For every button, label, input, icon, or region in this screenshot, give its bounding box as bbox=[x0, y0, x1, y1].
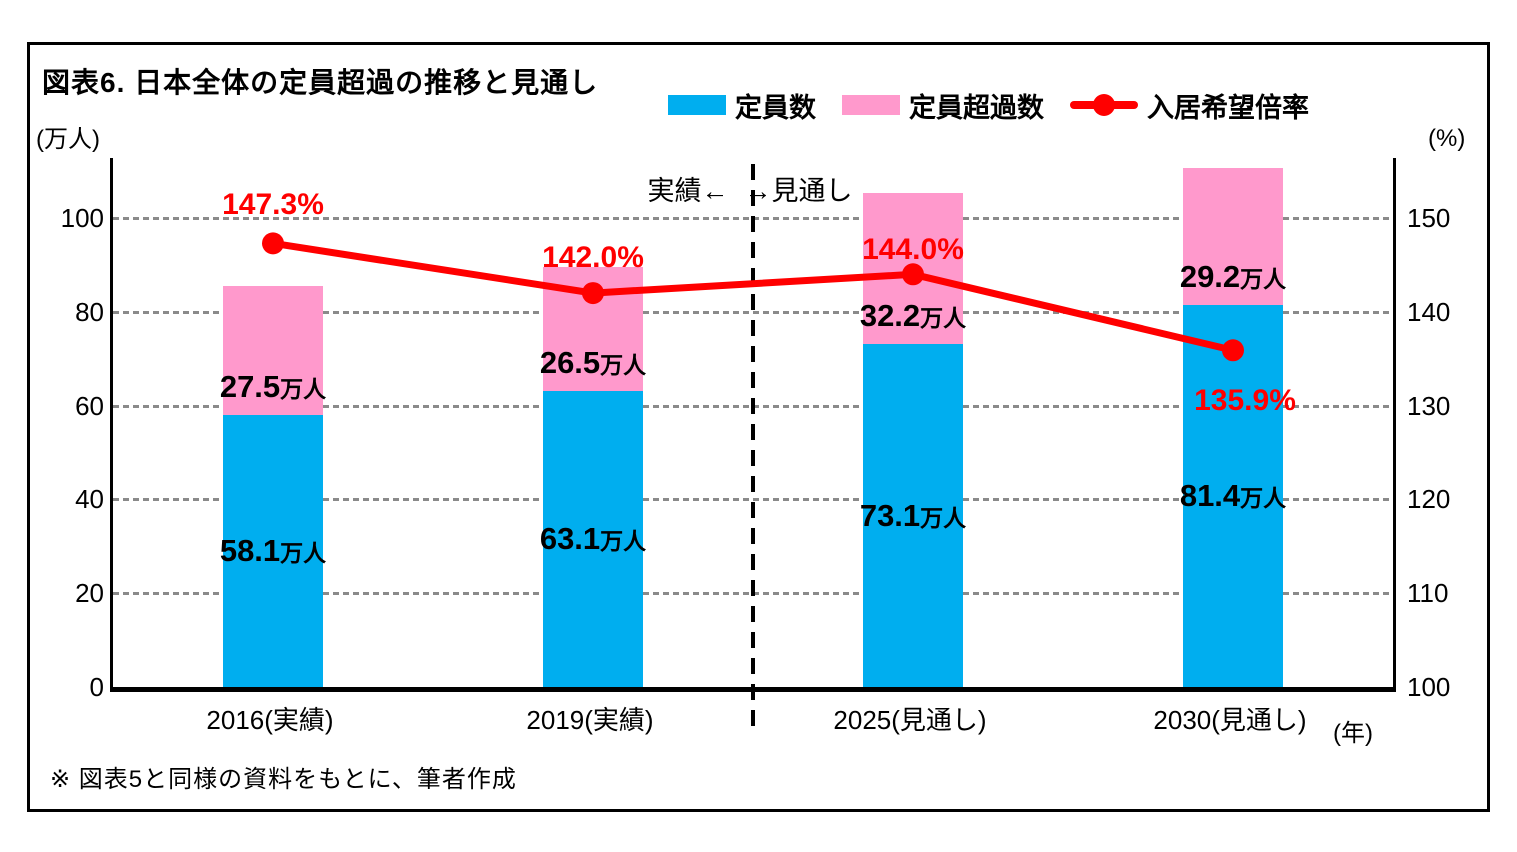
right-axis-tick: 130 bbox=[1407, 390, 1451, 421]
legend: 定員数 定員超過数 入居希望倍率 bbox=[668, 87, 1309, 123]
legend-item-ratio: 入居希望倍率 bbox=[1070, 86, 1309, 125]
excess-value-label: 32.2万人 bbox=[859, 298, 967, 334]
excess-value-label: 29.2万人 bbox=[1179, 259, 1287, 295]
capacity-value-label: 73.1万人 bbox=[859, 497, 967, 533]
capacity-bar bbox=[223, 414, 323, 687]
line-dot-icon bbox=[1093, 94, 1115, 116]
x-category-label: 2030(見通し) bbox=[1153, 705, 1307, 735]
gridline bbox=[113, 310, 1393, 314]
legend-item-excess: 定員超過数 bbox=[842, 86, 1044, 125]
legend-label-ratio: 入居希望倍率 bbox=[1147, 92, 1309, 123]
excess-bar bbox=[1183, 168, 1283, 306]
figure-frame: 図表6. 日本全体の定員超過の推移と見通し 定員数 定員超過数 入居希望倍率 (… bbox=[27, 42, 1490, 812]
left-axis-tick: 80 bbox=[75, 296, 104, 327]
left-axis-tick: 40 bbox=[75, 484, 104, 515]
right-axis-tick: 110 bbox=[1407, 578, 1449, 609]
left-axis-tick: 100 bbox=[60, 203, 104, 234]
x-category-label: 2016(実績) bbox=[206, 705, 334, 735]
plot-area: 58.1万人 27.5万人 63.1万人 26.5万人 73.1万人 32.2万人 81.4… bbox=[110, 158, 1396, 728]
gridline bbox=[113, 498, 1393, 502]
capacity-bar bbox=[543, 391, 643, 687]
divider-label: 実績← →見通し bbox=[648, 169, 853, 208]
figure-title: 図表6. 日本全体の定員超過の推移と見通し bbox=[42, 67, 599, 98]
ratio-point bbox=[262, 232, 284, 255]
ratio-value-label: 135.9% bbox=[1194, 384, 1296, 418]
right-axis-tick: 120 bbox=[1407, 484, 1451, 515]
ratio-point bbox=[902, 263, 924, 286]
footnote: ※ 図表5と同様の資料をもとに、筆者作成 bbox=[50, 766, 517, 793]
excess-swatch-icon bbox=[842, 95, 900, 115]
ratio-value-label: 147.3% bbox=[222, 188, 324, 222]
excess-value-label: 27.5万人 bbox=[219, 368, 327, 404]
excess-value-label: 26.5万人 bbox=[539, 345, 647, 381]
capacity-bar bbox=[863, 344, 963, 687]
excess-bar bbox=[223, 285, 323, 415]
right-axis-tick: 100 bbox=[1407, 672, 1451, 702]
ratio-point bbox=[1222, 339, 1244, 362]
right-axis-tick: 140 bbox=[1407, 296, 1451, 327]
capacity-bar bbox=[1183, 305, 1283, 687]
left-axis-tick: 60 bbox=[75, 390, 104, 421]
left-axis-unit: (万人) bbox=[36, 126, 100, 153]
left-axis-tick: 0 bbox=[89, 672, 104, 702]
legend-item-capacity: 定員数 bbox=[668, 86, 816, 125]
legend-label-capacity: 定員数 bbox=[735, 92, 816, 123]
right-axis-tick: 150 bbox=[1407, 203, 1451, 234]
capacity-swatch-icon bbox=[668, 95, 726, 115]
x-axis-unit: (年) bbox=[1333, 720, 1373, 747]
capacity-value-label: 81.4万人 bbox=[1179, 478, 1287, 514]
divider-label-forecast: →見通し bbox=[744, 176, 853, 206]
ratio-point bbox=[582, 282, 604, 305]
capacity-value-label: 63.1万人 bbox=[539, 521, 647, 557]
ratio-value-label: 144.0% bbox=[862, 233, 964, 267]
x-category-label: 2019(実績) bbox=[526, 705, 654, 735]
line-marker-icon bbox=[1070, 94, 1138, 116]
capacity-value-label: 58.1万人 bbox=[219, 532, 327, 568]
right-axis-unit: (%) bbox=[1428, 125, 1466, 152]
line-overlay bbox=[262, 164, 1244, 728]
ratio-value-label: 142.0% bbox=[542, 241, 644, 275]
x-category-label: 2025(見通し) bbox=[833, 705, 987, 735]
ratio-line bbox=[272, 239, 1234, 354]
left-axis-tick: 20 bbox=[75, 578, 104, 609]
divider-label-actual: 実績← bbox=[647, 176, 729, 206]
legend-label-excess: 定員超過数 bbox=[909, 92, 1044, 123]
